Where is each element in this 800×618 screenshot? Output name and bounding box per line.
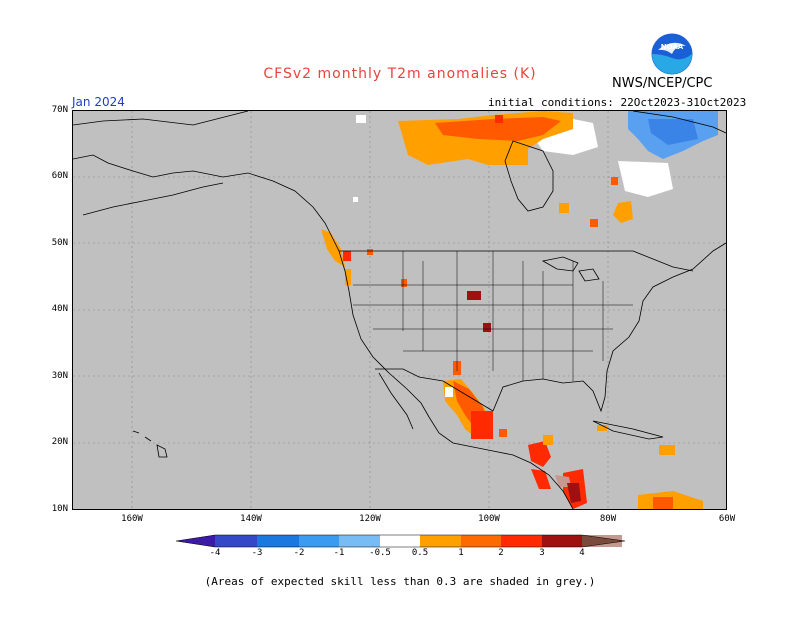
colorbar-label: 1 (458, 548, 464, 558)
graticule (73, 111, 726, 509)
map-area (72, 110, 727, 510)
colorbar-label: -2 (293, 548, 305, 558)
skill-footnote: (Areas of expected skill less than 0.3 a… (204, 575, 596, 588)
lon-label-100w: 100W (478, 514, 500, 524)
lon-label-80w: 80W (599, 514, 617, 524)
valid-month-label: Jan 2024 (72, 95, 125, 109)
state-borders (353, 251, 633, 381)
colorbar-label: 2 (498, 548, 504, 558)
lon-label-60w: 60W (718, 514, 736, 524)
lat-label-60n: 60N (51, 171, 68, 181)
colorbar-label: 3 (539, 548, 545, 558)
initial-conditions-label: initial conditions: 22Oct2023-31Oct2023 (488, 96, 747, 109)
lat-label-40n: 40N (51, 304, 68, 314)
lon-label-140w: 140W (240, 514, 262, 524)
noaa-logo-icon: NOAA (650, 32, 694, 76)
map-title: CFSv2 monthly T2m anomalies (K) (263, 66, 537, 82)
anomaly-patches (321, 111, 718, 509)
colorbar-label: -1 (333, 548, 345, 558)
colorbar-label: 4 (579, 548, 585, 558)
map-canvas (73, 111, 726, 509)
colorbar-label: -0.5 (369, 548, 391, 558)
colorbar (175, 534, 626, 548)
lat-label-70n: 70N (51, 105, 68, 115)
logo-text: NOAA (661, 43, 684, 51)
lat-label-20n: 20N (51, 437, 68, 447)
lat-label-50n: 50N (51, 238, 68, 248)
colorbar-label: -3 (251, 548, 263, 558)
colorbar-label: -4 (209, 548, 221, 558)
lat-label-10n: 10N (51, 504, 68, 514)
lon-label-120w: 120W (359, 514, 381, 524)
colorbar-label: 0.5 (411, 548, 429, 558)
lat-label-30n: 30N (51, 371, 68, 381)
organization-label: NWS/NCEP/CPC (612, 76, 713, 91)
lon-label-160w: 160W (121, 514, 143, 524)
